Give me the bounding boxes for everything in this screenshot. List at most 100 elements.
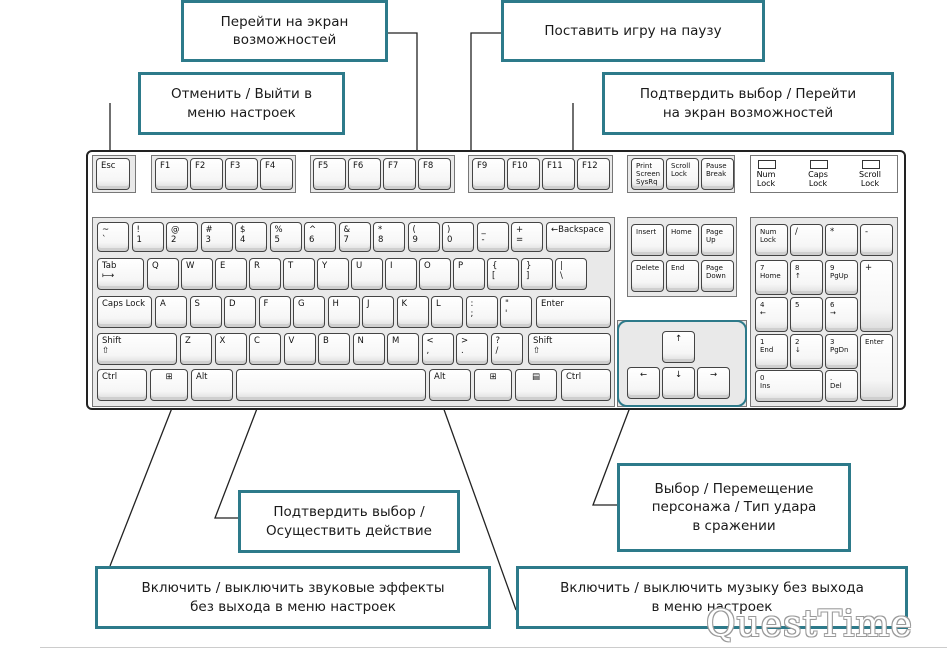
num-3-key[interactable]: 3 PgDn (825, 334, 858, 369)
arrow-up-key[interactable]: ↑ (662, 331, 695, 363)
page-up-key[interactable]: Page Up (701, 224, 734, 256)
key-r3-9[interactable]: : ; (465, 296, 498, 328)
key-r4-0[interactable]: Z (180, 333, 212, 365)
key-r3-3[interactable]: F (258, 296, 291, 328)
num-6-key[interactable]: 6 → (825, 297, 858, 332)
key-r4-8[interactable]: > . (456, 333, 488, 365)
key-r2-3[interactable]: R (249, 258, 281, 290)
key-r1-11[interactable]: _ - (476, 222, 509, 252)
key-r2-10[interactable]: { [ (487, 258, 519, 290)
f5-key[interactable]: F5 (313, 158, 346, 190)
num-0-key[interactable]: 0 Ins (755, 370, 823, 402)
key-r1-4[interactable]: $ 4 (235, 222, 267, 252)
key-r3-2[interactable]: D (224, 296, 256, 328)
num-divide-key[interactable]: / (790, 224, 823, 256)
key-r4-3[interactable]: V (283, 333, 316, 365)
num-enter-key[interactable]: Enter (860, 334, 893, 401)
arrow-left-key[interactable]: ← (627, 367, 660, 399)
key-r2-5[interactable]: Y (317, 258, 349, 290)
right-ctrl-key[interactable]: Ctrl (561, 369, 611, 401)
key-r1-10[interactable]: ) 0 (442, 222, 474, 252)
space-key[interactable] (236, 369, 426, 401)
esc-key[interactable]: Esc (96, 158, 130, 190)
num-8-key[interactable]: 8 ↑ (790, 260, 823, 295)
key-r1-0[interactable]: ~ ` (97, 222, 129, 252)
f4-key[interactable]: F4 (260, 158, 293, 190)
num-del-key[interactable]: . Del (825, 370, 858, 402)
num-9-key[interactable]: 9 PgUp (825, 260, 858, 295)
key-r1-8[interactable]: * 8 (373, 222, 405, 252)
key-r3-7[interactable]: K (396, 296, 429, 328)
right-win-key[interactable]: ⊞ (474, 369, 512, 401)
left-win-key[interactable]: ⊞ (150, 369, 188, 401)
f3-key[interactable]: F3 (225, 158, 258, 190)
f12-key[interactable]: F12 (577, 158, 610, 190)
num-7-key[interactable]: 7 Home (755, 260, 788, 295)
key-r4-9[interactable]: ? / (490, 333, 523, 365)
key-r2-9[interactable]: P (453, 258, 485, 290)
num-minus-key[interactable]: - (860, 224, 893, 256)
key-r4-6[interactable]: M (387, 333, 419, 365)
key-r1-5[interactable]: % 5 (269, 222, 302, 252)
key-r1-3[interactable]: # 3 (200, 222, 233, 252)
caps-lock-key[interactable]: Caps Lock (97, 296, 152, 328)
key-r3-4[interactable]: G (293, 296, 325, 328)
key-r2-1[interactable]: W (181, 258, 213, 290)
arrow-down-key[interactable]: ↓ (662, 367, 695, 399)
f8-key[interactable]: F8 (418, 158, 451, 190)
delete-key[interactable]: Delete (631, 260, 664, 292)
num-4-key[interactable]: 4 ← (755, 297, 788, 332)
right-alt-key[interactable]: Alt (429, 369, 471, 401)
key-r1-1[interactable]: ! 1 (131, 222, 164, 252)
pause-break-key[interactable]: Pause Break (701, 158, 734, 190)
print-screen-key[interactable]: Print Screen SysRq (631, 158, 664, 190)
f7-key[interactable]: F7 (383, 158, 416, 190)
key-r3-10[interactable]: " ' (500, 296, 532, 328)
backspace-key[interactable]: ←Backspace (546, 222, 611, 252)
key-r1-7[interactable]: & 7 (338, 222, 371, 252)
menu-key[interactable]: ▤ (515, 369, 557, 401)
num-plus-key[interactable]: + (860, 260, 893, 332)
num-lock-key[interactable]: Num Lock (755, 224, 788, 256)
key-r2-0[interactable]: Q (147, 258, 179, 290)
key-r2-12[interactable]: | \ (555, 258, 587, 290)
right-shift-key[interactable]: Shift ⇧ (528, 333, 611, 365)
key-r4-4[interactable]: B (318, 333, 350, 365)
key-r4-7[interactable]: < , (421, 333, 454, 365)
end-key[interactable]: End (666, 260, 699, 292)
left-shift-key[interactable]: Shift ⇧ (97, 333, 177, 365)
num-2-key[interactable]: 2 ↓ (790, 334, 823, 369)
enter-key[interactable]: Enter (536, 296, 611, 328)
f10-key[interactable]: F10 (507, 158, 540, 190)
key-r4-1[interactable]: X (214, 333, 247, 365)
f2-key[interactable]: F2 (190, 158, 223, 190)
key-r4-2[interactable]: C (249, 333, 281, 365)
key-r2-7[interactable]: I (385, 258, 417, 290)
key-r1-2[interactable]: @ 2 (166, 222, 198, 252)
f11-key[interactable]: F11 (542, 158, 575, 190)
key-r1-12[interactable]: + = (511, 222, 543, 252)
f1-key[interactable]: F1 (155, 158, 188, 190)
key-r3-1[interactable]: S (189, 296, 222, 328)
key-r2-4[interactable]: T (283, 258, 315, 290)
tab-key[interactable]: Tab ⟼ (97, 258, 144, 290)
key-r3-0[interactable]: A (155, 296, 187, 328)
key-r1-9[interactable]: ( 9 (407, 222, 440, 252)
num-1-key[interactable]: 1 End (755, 334, 788, 369)
home-key[interactable]: Home (666, 224, 699, 256)
num-multiply-key[interactable]: * (825, 224, 858, 256)
f9-key[interactable]: F9 (472, 158, 505, 190)
key-r3-8[interactable]: L (431, 296, 463, 328)
insert-key[interactable]: Insert (631, 224, 664, 256)
f6-key[interactable]: F6 (348, 158, 381, 190)
left-ctrl-key[interactable]: Ctrl (97, 369, 147, 401)
key-r2-8[interactable]: O (419, 258, 451, 290)
key-r2-11[interactable]: } ] (521, 258, 553, 290)
key-r3-5[interactable]: H (327, 296, 360, 328)
key-r3-6[interactable]: J (362, 296, 394, 328)
arrow-right-key[interactable]: → (697, 367, 730, 399)
key-r2-2[interactable]: E (215, 258, 247, 290)
key-r1-6[interactable]: ^ 6 (304, 222, 336, 252)
num-5-key[interactable]: 5 (790, 297, 823, 332)
scroll-lock-key[interactable]: Scroll Lock (666, 158, 699, 190)
